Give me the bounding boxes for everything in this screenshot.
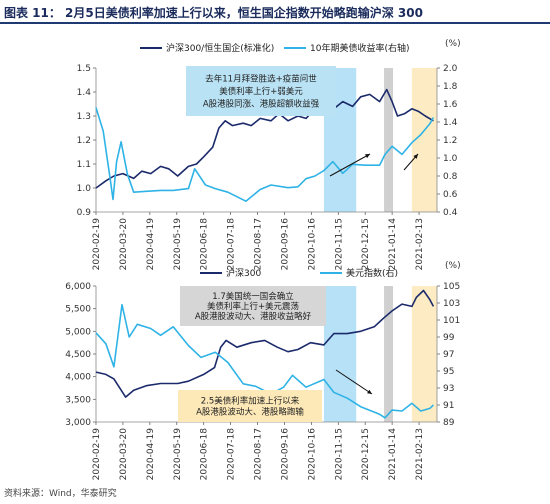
y-left-tick-label: 1.3 [77, 112, 91, 122]
figure-title: 图表 11： 2月5日美债利率加速上行以来，恒生国企指数开始略跑输沪深 300 [4, 6, 423, 20]
y-left-tick-label: 1.0 [77, 184, 92, 194]
x-tick-label: 2020-04-19 [146, 218, 156, 271]
annotation-line: 2.5美债利率加速上行以来 [201, 396, 300, 407]
title-rule [0, 22, 550, 24]
y-right-tick-label: 103 [443, 299, 460, 309]
x-tick-label: 2020-03-20 [119, 428, 129, 481]
highlight-band-yellow [411, 68, 437, 212]
annotation-arrowhead [365, 154, 370, 159]
y-right-tick-label: 93 [443, 384, 454, 394]
y-left-tick-label: 0.9 [77, 208, 92, 218]
series-line-1 [95, 289, 435, 398]
y-right-unit: (%) [445, 261, 461, 271]
y-right-tick-label: 89 [443, 418, 455, 428]
x-tick-label: 2021-01-14 [388, 428, 398, 481]
y-right-tick-label: 0.6 [443, 190, 458, 200]
x-tick-label: 2020-03-20 [119, 218, 129, 271]
annotation-arrowhead [367, 389, 372, 394]
y-right-tick-label: 95 [443, 367, 454, 377]
x-tick-label: 2020-12-15 [361, 218, 371, 270]
annotation-line: 去年11月拜登胜选+疫苗问世 [205, 74, 317, 85]
x-tick-label: 2020-02-19 [92, 218, 102, 271]
source-note: 资料来源：Wind，华泰研究 [4, 489, 117, 499]
x-tick-label: 2020-06-18 [200, 218, 210, 271]
x-tick-label: 2020-04-19 [146, 428, 156, 481]
legend-entry: 10年期美债收益率(右轴) [310, 42, 409, 54]
y-right-tick-label: 97 [443, 350, 454, 360]
highlight-band-grey [384, 286, 394, 422]
annotation-arrowhead [413, 154, 418, 159]
x-tick-label: 2020-05-19 [173, 428, 183, 481]
y-left-tick-label: 4,000 [65, 373, 91, 383]
y-right-tick-label: 1.2 [443, 136, 457, 146]
annotation-box [178, 390, 322, 422]
y-right-tick-label: 2.0 [443, 64, 458, 74]
y-right-tick-label: 99 [443, 333, 455, 343]
y-left-tick-label: 1.2 [77, 136, 91, 146]
y-left-tick-label: 3,000 [65, 418, 91, 428]
y-right-tick-label: 91 [443, 401, 454, 411]
x-tick-label: 2020-09-16 [280, 428, 290, 481]
x-tick-label: 2021-02-13 [415, 428, 425, 480]
y-left-tick-label: 3,500 [65, 395, 91, 405]
annotation-arrow [335, 369, 373, 395]
y-left-tick-label: 5,000 [65, 327, 91, 337]
series-line-1 [95, 88, 434, 189]
x-tick-label: 2020-10-16 [307, 218, 317, 271]
x-tick-label: 2020-02-19 [92, 428, 102, 481]
y-left-tick-label: 1.1 [77, 160, 91, 170]
chart-2: 3,000 3,500 4,000 4,500 5,000 5,500 6,000 89 91 9… [65, 261, 460, 480]
annotation-line: 美债利率上行+弱美元 [219, 86, 303, 97]
x-tick-label: 2020-05-19 [173, 218, 183, 271]
y-right-tick-label: 105 [443, 282, 460, 292]
y-right-tick-label: 0.8 [443, 172, 458, 182]
x-tick-label: 2020-08-17 [254, 218, 264, 270]
annotation-box [180, 286, 326, 326]
annotation-line: 美债利率上行+美元震荡 [207, 301, 300, 312]
y-left-tick-label: 1.4 [77, 88, 92, 98]
y-left-tick-label: 5,500 [65, 305, 91, 315]
series-line-2 [95, 107, 435, 202]
annotation-line: 1.7美国统一国会确立 [212, 291, 294, 302]
legend-entry: 沪深300 [226, 267, 261, 279]
y-right-tick-label: 101 [443, 316, 460, 326]
y-right-tick-label: 1.4 [443, 118, 458, 128]
y-right-unit: (%) [445, 39, 461, 49]
x-tick-label: 2021-02-13 [415, 218, 425, 270]
y-right-tick-label: 1.0 [443, 154, 458, 164]
y-right-tick-label: 0.4 [443, 208, 458, 218]
x-tick-label: 2020-11-15 [334, 218, 344, 270]
x-tick-label: 2020-09-16 [280, 218, 290, 271]
x-tick-label: 2020-12-15 [361, 428, 371, 480]
y-left-tick-label: 1.5 [77, 64, 91, 74]
annotation-arrow [329, 153, 371, 177]
x-tick-label: 2020-08-17 [254, 428, 264, 480]
x-tick-label: 2020-07-18 [227, 428, 237, 481]
highlight-band-grey [384, 68, 394, 212]
highlight-band-yellow [411, 286, 437, 422]
legend-entry: 美元指数(右) [346, 267, 398, 279]
chart-1: 0.9 1.0 1.1 1.2 1.3 1.4 1.5 0.4 0.6 0.8 1.0 1.2 1.4 1… [77, 39, 461, 270]
x-tick-label: 2020-11-15 [334, 428, 344, 480]
legend-entry: 沪深300/恒生国企(标准化) [166, 42, 274, 54]
x-tick-label: 2020-07-18 [227, 218, 237, 271]
y-left-tick-label: 6,000 [65, 282, 91, 292]
y-right-tick-label: 1.8 [443, 82, 458, 92]
annotation-box [186, 66, 336, 116]
annotation-line: A股港股波动大、港股略跑输 [196, 406, 304, 417]
y-right-tick-label: 1.6 [443, 100, 458, 110]
highlight-band-cyan [323, 286, 357, 422]
annotation-line: A股港股同涨、港股超额收益强 [203, 99, 320, 110]
y-left-tick-label: 4,500 [65, 350, 91, 360]
x-tick-label: 2020-06-18 [200, 428, 210, 481]
annotation-line: A股港股波动大、港股收益略好 [195, 311, 312, 322]
x-tick-label: 2021-01-14 [388, 218, 398, 271]
x-tick-label: 2020-10-16 [307, 428, 317, 481]
